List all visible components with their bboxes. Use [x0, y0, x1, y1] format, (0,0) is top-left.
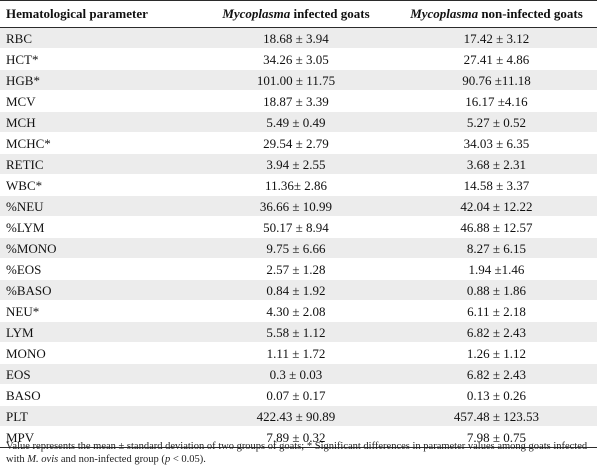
cell-noninfected: 0.13 ± 0.26 — [396, 384, 597, 406]
cell-parameter: %NEU — [0, 195, 196, 217]
cell-noninfected: 90.76 ±11.18 — [396, 69, 597, 91]
cell-noninfected: 17.42 ± 3.12 — [396, 27, 597, 49]
table-row: %BASO 0.84 ± 1.92 0.88 ± 1.86 — [0, 279, 597, 301]
header-noninfected: Mycoplasma non-infected goats — [396, 0, 597, 28]
cell-noninfected: 46.88 ± 12.57 — [396, 216, 597, 238]
cell-parameter: HCT* — [0, 48, 196, 70]
cell-infected: 29.54 ± 2.79 — [196, 132, 396, 154]
table-row: %MONO 9.75 ± 6.66 8.27 ± 6.15 — [0, 237, 597, 259]
cell-parameter: %LYM — [0, 216, 196, 238]
header-parameter: Hematological parameter — [0, 0, 196, 28]
cell-noninfected: 8.27 ± 6.15 — [396, 237, 597, 259]
cell-parameter: BASO — [0, 384, 196, 406]
cell-noninfected: 42.04 ± 12.22 — [396, 195, 597, 217]
table-row: RETIC 3.94 ± 2.55 3.68 ± 2.31 — [0, 153, 597, 175]
table-row: MCHC* 29.54 ± 2.79 34.03 ± 6.35 — [0, 132, 597, 154]
cell-parameter: MCV — [0, 90, 196, 112]
cell-infected: 50.17 ± 8.94 — [196, 216, 396, 238]
cell-noninfected: 14.58 ± 3.37 — [396, 174, 597, 196]
footnote-text-3: < 0.05). — [170, 454, 206, 465]
cell-infected: 36.66 ± 10.99 — [196, 195, 396, 217]
cell-noninfected: 6.11 ± 2.18 — [396, 300, 597, 322]
footnote-p-symbol: p — [164, 454, 171, 465]
table-row: %LYM 50.17 ± 8.94 46.88 ± 12.57 — [0, 216, 597, 238]
table-row: %NEU 36.66 ± 10.99 42.04 ± 12.22 — [0, 195, 597, 217]
header-row: Hematological parameter Mycoplasma infec… — [0, 0, 597, 28]
table-row: %EOS 2.57 ± 1.28 1.94 ±1.46 — [0, 258, 597, 280]
table-header: Hematological parameter Mycoplasma infec… — [0, 0, 597, 28]
header-infected-genus: Mycoplasma — [222, 6, 291, 21]
cell-noninfected: 1.94 ±1.46 — [396, 258, 597, 280]
cell-noninfected: 3.68 ± 2.31 — [396, 153, 597, 175]
table-row: EOS 0.3 ± 0.03 6.82 ± 2.43 — [0, 363, 597, 385]
cell-noninfected: 5.27 ± 0.52 — [396, 111, 597, 133]
cell-noninfected: 16.17 ±4.16 — [396, 90, 597, 112]
cell-parameter: MPV — [0, 426, 196, 448]
cell-parameter: EOS — [0, 363, 196, 385]
cell-infected: 0.3 ± 0.03 — [196, 363, 396, 385]
cell-parameter: RETIC — [0, 153, 196, 175]
cell-infected: 2.57 ± 1.28 — [196, 258, 396, 280]
footnote-text-2: and non-infected group ( — [58, 454, 165, 465]
table-row: PLT 422.43 ± 90.89 457.48 ± 123.53 — [0, 405, 597, 427]
cell-infected: 5.58 ± 1.12 — [196, 321, 396, 343]
cell-infected: 101.00 ± 11.75 — [196, 69, 396, 91]
cell-infected: 422.43 ± 90.89 — [196, 405, 396, 427]
cell-noninfected: 457.48 ± 123.53 — [396, 405, 597, 427]
cell-infected: 11.36± 2.86 — [196, 174, 396, 196]
header-noninfected-rest: non-infected goats — [478, 6, 583, 21]
header-infected: Mycoplasma infected goats — [196, 0, 396, 28]
cell-infected: 9.75 ± 6.66 — [196, 237, 396, 259]
cell-parameter: NEU* — [0, 300, 196, 322]
cell-infected: 0.07 ± 0.17 — [196, 384, 396, 406]
table-row: BASO 0.07 ± 0.17 0.13 ± 0.26 — [0, 384, 597, 406]
table-row: HGB* 101.00 ± 11.75 90.76 ±11.18 — [0, 69, 597, 91]
table-row: HCT* 34.26 ± 3.05 27.41 ± 4.86 — [0, 48, 597, 70]
hematology-table: Hematological parameter Mycoplasma infec… — [0, 0, 597, 448]
cell-noninfected: 34.03 ± 6.35 — [396, 132, 597, 154]
table-row: MCH 5.49 ± 0.49 5.27 ± 0.52 — [0, 111, 597, 133]
cell-infected: 4.30 ± 2.08 — [196, 300, 396, 322]
cell-noninfected: 6.82 ± 2.43 — [396, 321, 597, 343]
cell-infected: 7.89 ± 0.32 — [196, 426, 396, 448]
cell-noninfected: 27.41 ± 4.86 — [396, 48, 597, 70]
cell-parameter: MONO — [0, 342, 196, 364]
cell-infected: 34.26 ± 3.05 — [196, 48, 396, 70]
cell-parameter: LYM — [0, 321, 196, 343]
cell-parameter: %EOS — [0, 258, 196, 280]
table-row: MONO 1.11 ± 1.72 1.26 ± 1.12 — [0, 342, 597, 364]
cell-noninfected: 0.88 ± 1.86 — [396, 279, 597, 301]
cell-parameter: MCHC* — [0, 132, 196, 154]
footnote-text-1: Value represents the mean ± standard dev… — [6, 441, 588, 465]
table-row: LYM 5.58 ± 1.12 6.82 ± 2.43 — [0, 321, 597, 343]
cell-infected: 3.94 ± 2.55 — [196, 153, 396, 175]
cell-parameter: %BASO — [0, 279, 196, 301]
cell-noninfected: 1.26 ± 1.12 — [396, 342, 597, 364]
cell-infected: 18.87 ± 3.39 — [196, 90, 396, 112]
cell-parameter: %MONO — [0, 237, 196, 259]
cell-infected: 0.84 ± 1.92 — [196, 279, 396, 301]
cell-parameter: MCH — [0, 111, 196, 133]
cell-parameter: HGB* — [0, 69, 196, 91]
table-row: RBC 18.68 ± 3.94 17.42 ± 3.12 — [0, 27, 597, 49]
cell-parameter: PLT — [0, 405, 196, 427]
header-noninfected-genus: Mycoplasma — [410, 6, 479, 21]
header-infected-rest: infected goats — [290, 6, 370, 21]
table-row: MCV 18.87 ± 3.39 16.17 ±4.16 — [0, 90, 597, 112]
cell-infected: 1.11 ± 1.72 — [196, 342, 396, 364]
table-row: NEU* 4.30 ± 2.08 6.11 ± 2.18 — [0, 300, 597, 322]
cell-infected: 5.49 ± 0.49 — [196, 111, 396, 133]
cell-noninfected: 6.82 ± 2.43 — [396, 363, 597, 385]
cell-parameter: RBC — [0, 27, 196, 49]
cell-infected: 18.68 ± 3.94 — [196, 27, 396, 49]
table-row: WBC* 11.36± 2.86 14.58 ± 3.37 — [0, 174, 597, 196]
footnote-organism: M. ovis — [27, 454, 59, 465]
table-row: MPV 7.89 ± 0.32 7.98 ± 0.75 — [0, 426, 597, 448]
cell-noninfected: 7.98 ± 0.75 — [396, 426, 597, 448]
cell-parameter: WBC* — [0, 174, 196, 196]
table-footnote: Value represents the mean ± standard dev… — [6, 440, 592, 466]
table-body: RBC 18.68 ± 3.94 17.42 ± 3.12 HCT* 34.26 ± 3… — [0, 27, 597, 448]
